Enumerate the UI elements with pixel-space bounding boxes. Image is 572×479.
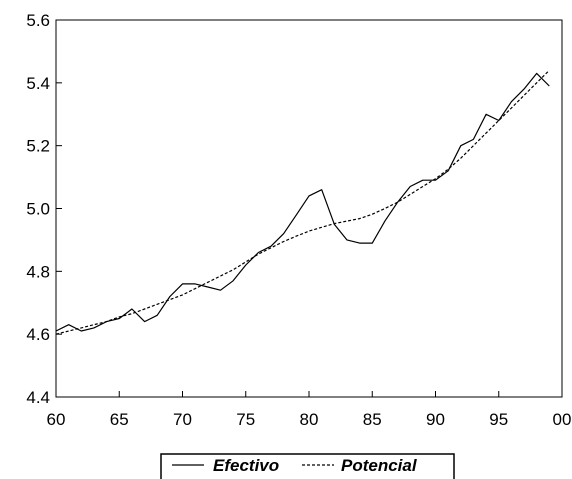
- x-tick-label: 75: [236, 410, 255, 429]
- y-tick-label: 4.6: [26, 325, 50, 344]
- y-tick-label: 4.4: [26, 388, 50, 407]
- axis-ticks: 4.4 4.6 4.8 5.0 5.2 5.4 5.6 60 65 70 75 80 85 90 95 00: [26, 11, 571, 429]
- series-line-efectivo: [55, 72, 550, 332]
- y-tick-label: 5.0: [26, 200, 50, 219]
- x-tick-label: 80: [300, 410, 319, 429]
- y-tick-label: 5.2: [26, 137, 50, 156]
- y-tick-label: 5.6: [26, 11, 50, 30]
- legend: Efectivo Potencial: [160, 453, 455, 479]
- x-tick-label: 70: [173, 410, 192, 429]
- x-tick-label: 85: [363, 410, 382, 429]
- x-tick-label: 95: [489, 410, 508, 429]
- y-tick-label: 5.4: [26, 74, 50, 93]
- series-lines: [55, 69, 550, 335]
- legend-box: [160, 453, 455, 479]
- y-tick-label: 4.8: [26, 262, 50, 281]
- plot-frame: [55, 19, 563, 398]
- x-tick-label: 90: [426, 410, 445, 429]
- x-tick-label: 60: [47, 410, 66, 429]
- legend-label-efectivo: Efectivo: [213, 456, 279, 475]
- x-tick-label: 65: [110, 410, 129, 429]
- legend-label-potencial: Potencial: [341, 456, 418, 475]
- x-tick-label: 00: [553, 410, 572, 429]
- series-line-potencial: [55, 69, 550, 335]
